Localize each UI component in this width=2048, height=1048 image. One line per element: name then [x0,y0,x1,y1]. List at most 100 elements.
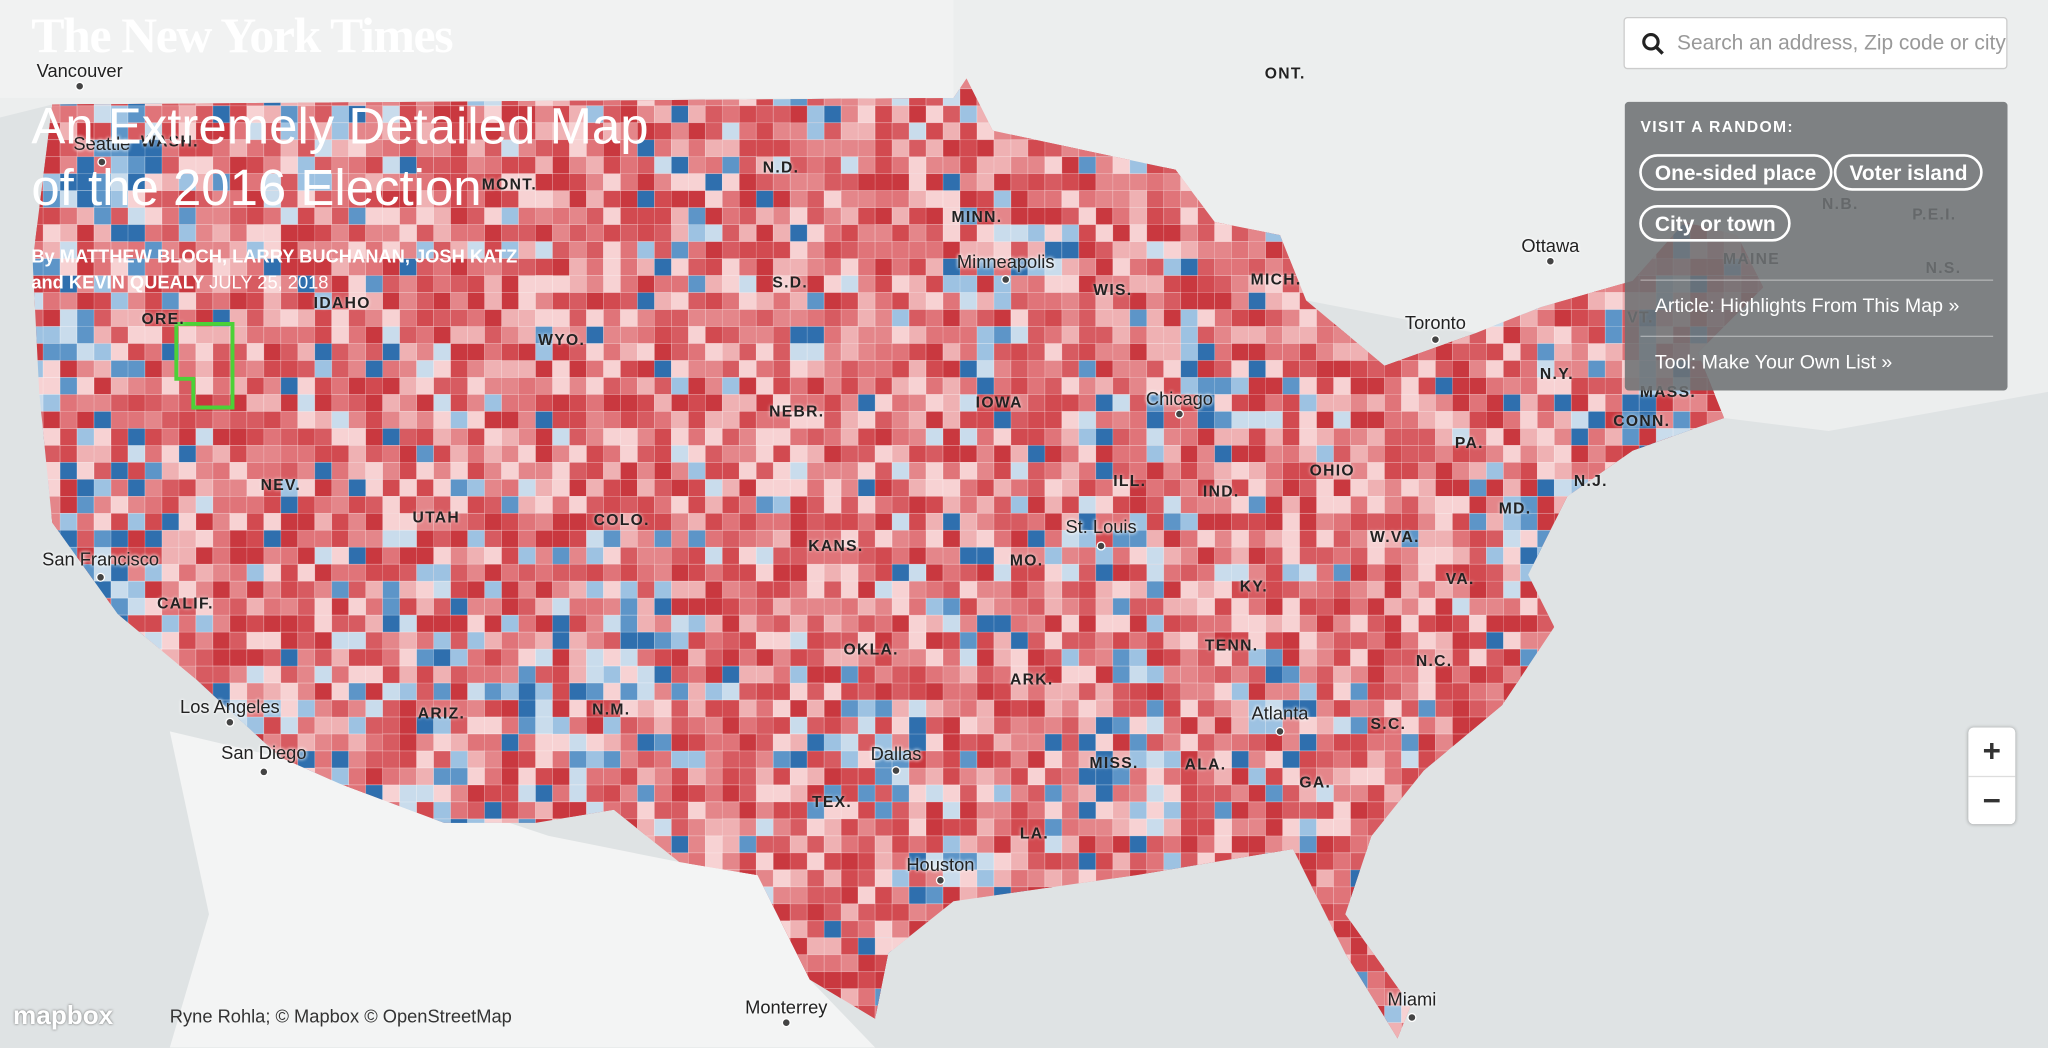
county[interactable] [654,750,672,769]
county[interactable] [993,173,1012,192]
county[interactable] [569,343,587,361]
county[interactable] [110,462,129,480]
county[interactable] [1621,428,1640,446]
county[interactable] [484,343,502,361]
county[interactable] [1163,563,1182,582]
county[interactable] [908,445,927,463]
county[interactable] [704,479,723,497]
county[interactable] [1248,665,1266,684]
county[interactable] [484,360,502,378]
county[interactable] [552,495,570,514]
county[interactable] [654,597,672,616]
county[interactable] [1231,597,1249,616]
county[interactable] [654,445,672,463]
county[interactable] [1197,614,1216,633]
county[interactable] [586,529,604,548]
county[interactable] [518,445,536,463]
county[interactable] [42,360,61,378]
county[interactable] [1112,631,1131,650]
county[interactable] [1180,767,1199,786]
county[interactable] [399,394,417,412]
county[interactable] [721,139,740,158]
county[interactable] [1214,580,1232,599]
county[interactable] [110,495,129,514]
county[interactable] [1350,767,1368,786]
county[interactable] [1452,614,1470,633]
county[interactable] [263,563,282,582]
county[interactable] [1197,818,1216,837]
county[interactable] [1418,682,1436,701]
county[interactable] [874,801,893,820]
county[interactable] [925,377,944,395]
county[interactable] [671,360,689,378]
county[interactable] [1469,512,1487,531]
county[interactable] [976,563,995,582]
county[interactable] [993,309,1012,327]
county[interactable] [1010,224,1029,242]
county[interactable] [1248,292,1266,310]
county[interactable] [925,597,944,616]
county[interactable] [806,529,825,548]
county[interactable] [704,716,723,735]
county[interactable] [1112,495,1131,514]
county[interactable] [789,750,808,769]
county[interactable] [1248,597,1266,616]
county[interactable] [806,716,825,735]
county[interactable] [1418,733,1436,752]
county[interactable] [874,258,893,276]
county[interactable] [127,309,146,327]
county[interactable] [450,326,468,344]
county[interactable] [891,682,910,701]
county[interactable] [806,394,825,412]
county[interactable] [1265,241,1283,259]
county[interactable] [1248,258,1266,276]
county[interactable] [823,258,842,276]
county[interactable] [263,495,282,514]
county[interactable] [925,512,944,531]
county[interactable] [586,258,604,276]
county[interactable] [1282,411,1300,429]
county[interactable] [654,309,672,327]
county[interactable] [1010,309,1029,327]
county[interactable] [1095,716,1114,735]
county[interactable] [331,750,350,769]
county[interactable] [1248,580,1266,599]
county[interactable] [1044,224,1063,242]
county[interactable] [586,495,604,514]
county[interactable] [535,445,553,463]
county[interactable] [755,173,774,192]
county[interactable] [857,326,876,344]
county[interactable] [1231,377,1249,395]
county[interactable] [1078,716,1097,735]
county[interactable] [1129,258,1148,276]
county[interactable] [1061,343,1080,361]
county[interactable] [637,614,655,633]
county[interactable] [433,394,451,412]
county[interactable] [1129,479,1148,497]
county[interactable] [823,479,842,497]
county[interactable] [603,631,621,650]
county[interactable] [535,394,553,412]
county[interactable] [789,869,808,888]
county[interactable] [1112,173,1131,192]
county[interactable] [620,716,638,735]
county[interactable] [382,767,400,786]
county[interactable] [178,462,197,480]
county[interactable] [1112,394,1131,412]
county[interactable] [1587,360,1606,378]
county[interactable] [484,665,502,684]
county[interactable] [263,360,282,378]
county[interactable] [908,479,927,497]
county[interactable] [450,682,468,701]
county[interactable] [755,512,774,531]
county[interactable] [1027,580,1046,599]
county[interactable] [671,343,689,361]
county[interactable] [161,631,180,650]
county[interactable] [772,377,791,395]
county[interactable] [1231,445,1249,463]
county[interactable] [586,716,604,735]
county[interactable] [755,580,774,599]
county[interactable] [467,462,485,480]
county[interactable] [738,343,757,361]
county[interactable] [959,512,978,531]
